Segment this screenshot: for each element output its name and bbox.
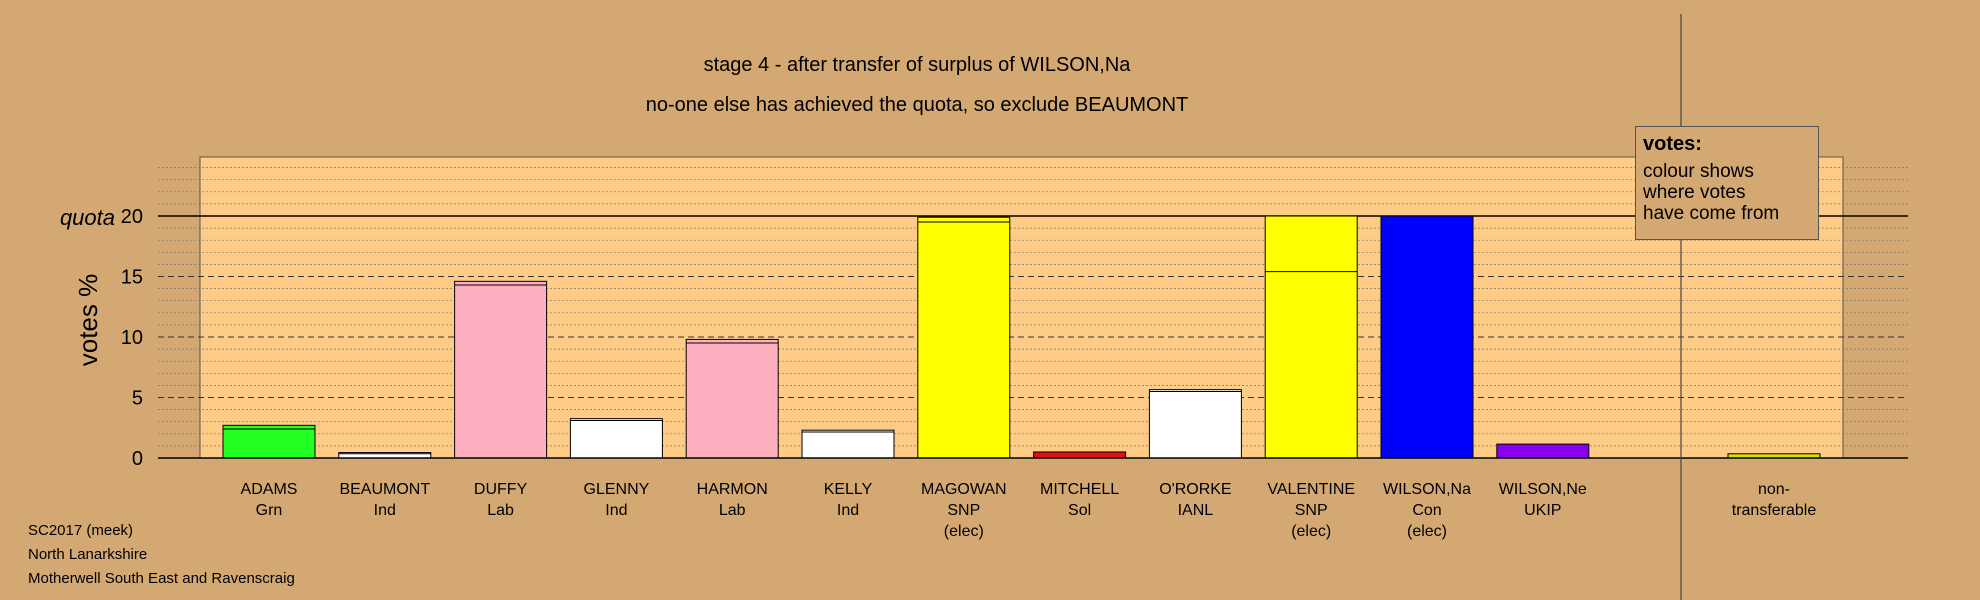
candidate-name-label: WILSON,Ne — [1499, 481, 1587, 498]
candidate-name-label: BEAUMONT — [339, 481, 430, 498]
party-label: Ind — [374, 502, 396, 519]
bar-harmon — [685, 338, 779, 459]
legend-line-3: have come from — [1643, 203, 1780, 224]
candidate-name-label: KELLY — [824, 481, 873, 498]
party-label: Con — [1412, 502, 1441, 519]
party-label: Sol — [1068, 502, 1091, 519]
bar-kelly — [801, 429, 895, 459]
footer-line-2: North Lanarkshire — [28, 546, 148, 563]
party-label: Lab — [719, 502, 746, 519]
party-label: Ind — [837, 502, 859, 519]
legend-line-1: colour shows — [1643, 161, 1754, 182]
y-tick-label: 5 — [132, 388, 143, 410]
candidate-name-label: DUFFY — [474, 481, 528, 498]
plot-panel — [199, 156, 1844, 459]
plot-background — [199, 156, 1844, 459]
party-label: SNP — [1295, 502, 1328, 519]
candidate-name-label: O'RORKE — [1159, 481, 1231, 498]
legend-line-2: where votes — [1643, 182, 1746, 203]
bar-o'rorke — [1148, 389, 1242, 459]
chart-subtitle: no-one else has achieved the quota, so e… — [646, 94, 1189, 116]
y-tick-label: 20 — [121, 206, 143, 228]
y-axis-label: votes % — [73, 274, 103, 367]
candidate-name-label: MITCHELL — [1040, 481, 1119, 498]
legend-title: votes: — [1643, 133, 1702, 155]
party-label: UKIP — [1524, 502, 1561, 519]
quota-label: quota — [60, 205, 115, 230]
bar-glenny — [569, 418, 663, 459]
bar-wilson,na — [1380, 215, 1474, 459]
bars — [222, 215, 1821, 459]
footer-line-1: SC2017 (meek) — [28, 522, 134, 539]
non-transferable-label: transferable — [1732, 502, 1817, 519]
bar-adams — [222, 424, 316, 459]
party-label: SNP — [947, 502, 980, 519]
y-tick-label: 15 — [121, 267, 143, 289]
candidate-name-label: VALENTINE — [1267, 481, 1355, 498]
bar-mitchell — [1033, 451, 1127, 459]
bar-wilson,ne — [1496, 443, 1590, 459]
candidate-name-label: ADAMS — [241, 481, 298, 498]
party-label: Lab — [487, 502, 514, 519]
party-label: IANL — [1178, 502, 1214, 519]
elected-label: (elec) — [944, 523, 984, 540]
axes: 0 5 10 15 20 — [121, 14, 1908, 600]
party-label: Ind — [605, 502, 627, 519]
candidate-name-label: GLENNY — [584, 481, 650, 498]
bar-valentine — [1264, 215, 1358, 459]
non-transferable-label: non- — [1758, 481, 1790, 498]
chart-title: stage 4 - after transfer of surplus of W… — [704, 54, 1132, 76]
labels: ADAMS Grn BEAUMONT Ind DUFFY Lab GLENNY Ind HARM… — [241, 481, 1817, 540]
bar-magowan — [917, 216, 1011, 459]
gridlines — [158, 167, 1908, 447]
footer-line-3: Motherwell South East and Ravenscraig — [28, 570, 295, 587]
candidate-name-label: HARMON — [697, 481, 768, 498]
y-tick-label: 0 — [132, 448, 143, 470]
elected-label: (elec) — [1407, 523, 1447, 540]
party-label: Grn — [256, 502, 283, 519]
y-tick-label: 10 — [121, 327, 143, 349]
candidate-name-label: MAGOWAN — [921, 481, 1007, 498]
candidate-name-label: WILSON,Na — [1383, 481, 1471, 498]
elected-label: (elec) — [1291, 523, 1331, 540]
legend: votes: colour shows where votes have com… — [1635, 126, 1819, 240]
bar-duffy — [454, 280, 548, 459]
